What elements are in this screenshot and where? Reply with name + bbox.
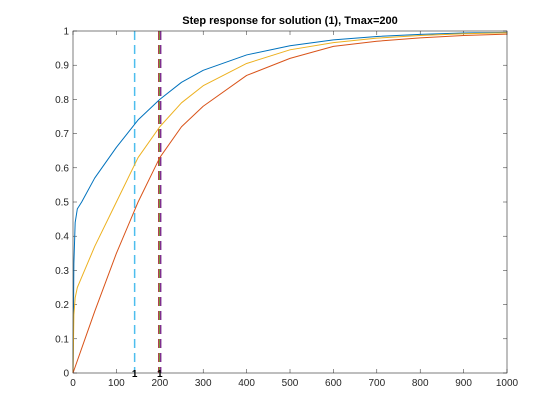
x-tick-label: 300 <box>195 378 212 389</box>
x-tick-label: 1000 <box>496 378 519 389</box>
plot-area <box>73 31 507 373</box>
y-tick-label: 0.9 <box>55 61 69 72</box>
plot-background <box>73 31 507 373</box>
y-tick-label: 0.7 <box>55 129 69 140</box>
axes <box>72 30 508 374</box>
y-tick-label: 1 <box>63 27 69 38</box>
x-tick-label: 400 <box>238 378 255 389</box>
x-tick-label: 100 <box>108 378 125 389</box>
x-axis-ticks: 0 100 200 300 400 500 600 700 800 900 1000 <box>70 31 519 389</box>
x-tick-label: 0 <box>70 378 76 389</box>
series-line <box>72 32 508 374</box>
x-tick-label: 600 <box>325 378 342 389</box>
y-tick-label: 0.8 <box>55 95 69 106</box>
x-tick-label: 700 <box>368 378 385 389</box>
axes-box <box>72 30 508 374</box>
y-axis-ticks: 0 0.1 0.2 0.3 0.4 0.5 0.6 0.7 0.8 0.9 1 <box>55 27 507 380</box>
y-tick-label: 0.2 <box>55 300 69 311</box>
y-tick-label: 0.4 <box>55 232 69 243</box>
y-tick-label: 0.3 <box>55 266 69 277</box>
y-tick-label: 0.5 <box>55 198 69 209</box>
x-tick-label: 200 <box>151 378 168 389</box>
series-line <box>72 31 508 374</box>
marker-lines <box>133 31 162 373</box>
y-tick-label: 0 <box>63 369 69 380</box>
annotation-label: 1 <box>157 369 163 380</box>
y-tick-label: 0.1 <box>55 334 69 345</box>
series-line <box>72 33 508 374</box>
x-tick-label: 800 <box>412 378 429 389</box>
x-tick-label: 500 <box>282 378 299 389</box>
annotation-label: 1 <box>132 369 138 380</box>
y-tick-label: 0.6 <box>55 163 69 174</box>
x-tick-label: 900 <box>455 378 472 389</box>
series-lines <box>72 31 508 374</box>
chart-title: Step response for solution (1), Tmax=200 <box>182 15 397 27</box>
